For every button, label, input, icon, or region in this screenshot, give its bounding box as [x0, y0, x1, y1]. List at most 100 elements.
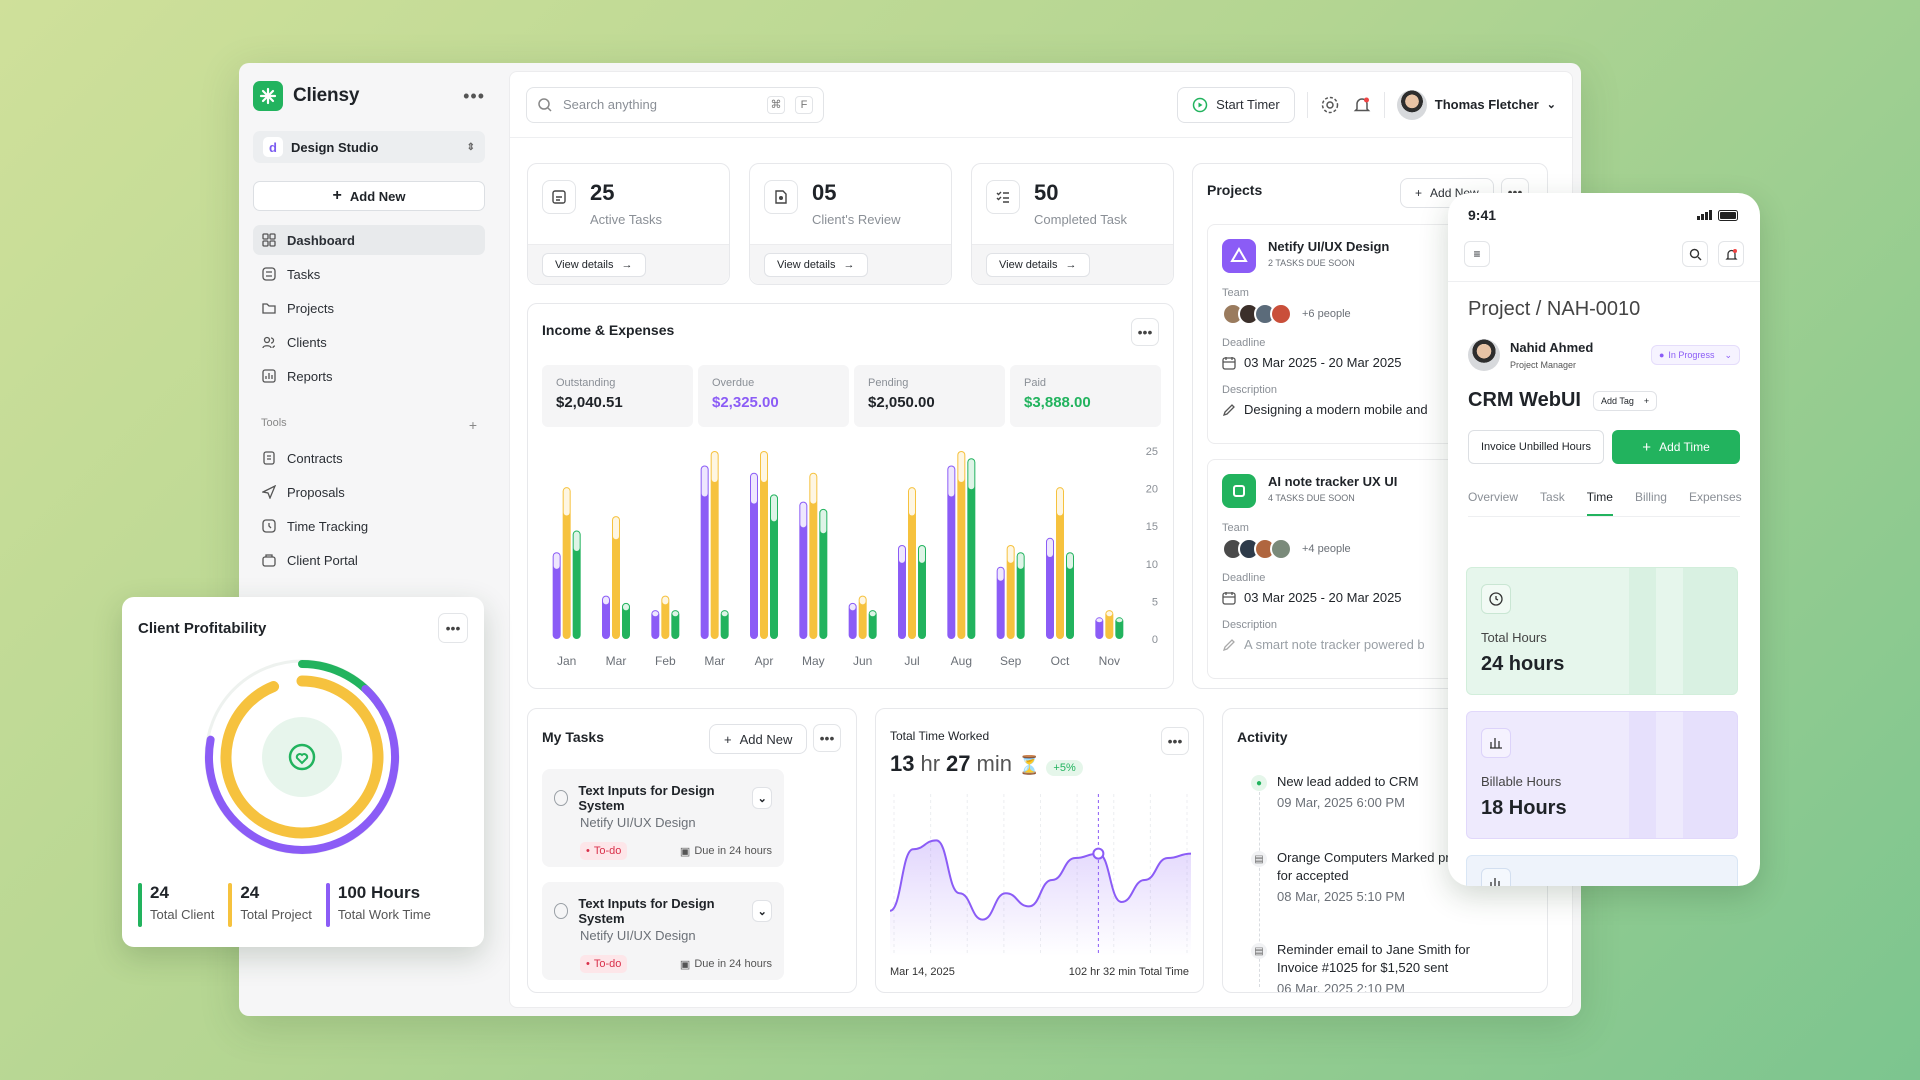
activity-time: 08 Mar, 2025 5:10 PM: [1277, 889, 1405, 904]
activity-time: 09 Mar, 2025 6:00 PM: [1277, 795, 1405, 810]
avatar: [1396, 89, 1427, 120]
calendar-icon: [1222, 591, 1236, 605]
bar: [671, 610, 680, 639]
sidebar-item-clients[interactable]: Clients: [253, 327, 485, 357]
team-label: Team: [1222, 287, 1249, 299]
bar-cap: [899, 546, 905, 563]
bar: [612, 516, 620, 639]
tab-expenses[interactable]: Expenses: [1688, 490, 1742, 504]
view-details-button[interactable]: View details →: [764, 253, 868, 277]
task-item[interactable]: Text Inputs for Design System ⌄ Netify UI…: [542, 769, 784, 867]
chevron-down-icon[interactable]: ⌄: [752, 787, 772, 809]
stat-card-active-tasks: 25 Active Tasks View details →: [527, 163, 730, 285]
bar-chart-icon: [1481, 868, 1511, 886]
stat-label: Total Client: [150, 907, 215, 922]
user-menu[interactable]: Thomas Fletcher ⌄: [1396, 89, 1556, 120]
bar-cap: [1007, 546, 1014, 563]
x-tick-label: Feb: [655, 654, 676, 668]
avatar: [1270, 538, 1292, 560]
add-time-button[interactable]: + Add Time: [1612, 430, 1740, 464]
income-bar-chart: 25 20 15 10 5 0 Jan Mar Feb Mar Apr May Jun Jul Aug Sep…: [552, 446, 1158, 668]
sidebar-item-dashboard[interactable]: Dashboard: [253, 225, 485, 255]
shield-heart-icon: [284, 739, 320, 775]
tab-billing[interactable]: Billing: [1634, 490, 1667, 504]
sidebar-item-reports[interactable]: Reports: [253, 361, 485, 391]
search-input[interactable]: Search anything ⌘ F: [526, 86, 824, 123]
sidebar-item-contracts[interactable]: Contracts: [253, 443, 485, 473]
more-options-icon[interactable]: •••: [463, 85, 485, 106]
more-menu-button[interactable]: •••: [813, 724, 841, 752]
bar-cap: [652, 611, 659, 617]
portal-icon: [261, 552, 277, 568]
add-tool-icon[interactable]: +: [468, 417, 477, 433]
tab-task[interactable]: Task: [1540, 490, 1565, 504]
more-menu-button[interactable]: •••: [1131, 318, 1159, 346]
bar-cap: [751, 473, 757, 504]
proposal-icon: ▤: [1251, 851, 1267, 867]
document-icon: [261, 450, 277, 466]
line-area: [890, 840, 1191, 956]
start-timer-button[interactable]: Start Timer: [1177, 86, 1295, 123]
minutes-value: 27: [946, 751, 971, 776]
workspace-switcher[interactable]: d Design Studio ⇕: [253, 131, 485, 163]
more-menu-button[interactable]: •••: [1161, 727, 1189, 755]
status-text: In Progress: [1668, 350, 1715, 360]
arrow-right-icon: →: [1065, 259, 1077, 271]
task-item[interactable]: Text Inputs for Design System ⌄ Netify UI…: [542, 882, 784, 980]
legend-bar: [138, 883, 142, 927]
grid-icon: [261, 232, 277, 248]
description-label: Description: [1222, 384, 1278, 396]
bar-cap: [1116, 618, 1123, 623]
status-badge: • To-do: [580, 955, 628, 973]
task-checkbox[interactable]: [554, 790, 569, 806]
invoice-unbilled-button[interactable]: Invoice Unbilled Hours: [1468, 430, 1605, 464]
metric-pending: Pending $2,050.00: [854, 365, 1005, 427]
bar-cap: [1106, 611, 1113, 617]
tab-overview[interactable]: Overview: [1468, 490, 1519, 504]
cliensy-logo-icon: [253, 81, 283, 111]
activity-item: ● New lead added to CRM 09 Mar, 2025 6:00…: [1251, 773, 1491, 810]
chevron-down-icon: ⌄: [1724, 349, 1732, 360]
gear-icon[interactable]: [1320, 95, 1340, 115]
description-label: Description: [1222, 619, 1278, 631]
sidebar-item-tasks[interactable]: Tasks: [253, 259, 485, 289]
add-tag-button[interactable]: Add Tag +: [1592, 390, 1658, 411]
shortcut-key-cmd: ⌘: [767, 95, 785, 114]
view-details-button[interactable]: View details →: [986, 253, 1090, 277]
bell-icon[interactable]: [1718, 241, 1744, 267]
more-menu-button[interactable]: •••: [438, 613, 468, 643]
task-checkbox[interactable]: [554, 903, 569, 919]
activity-text: New lead added to CRM: [1277, 774, 1419, 789]
add-new-button[interactable]: + Add New: [253, 181, 485, 211]
manager-role: Project Manager: [1510, 360, 1577, 370]
task-title: Text Inputs for Design System: [578, 783, 715, 813]
search-icon[interactable]: [1682, 241, 1708, 267]
sidebar-item-time-tracking[interactable]: Time Tracking: [253, 511, 485, 541]
bar: [848, 602, 857, 639]
sidebar-item-proposals[interactable]: Proposals: [253, 477, 485, 507]
sidebar-item-projects[interactable]: Projects: [253, 293, 485, 323]
chevron-down-icon[interactable]: ⌄: [752, 900, 772, 922]
sidebar-item-client-portal[interactable]: Client Portal: [253, 545, 485, 575]
view-details-button[interactable]: View details →: [542, 253, 646, 277]
tab-time[interactable]: Time: [1586, 490, 1613, 516]
bar-cap: [1096, 618, 1103, 623]
tools-header: Tools +: [253, 417, 485, 433]
bar-cap: [1067, 553, 1073, 569]
project-item[interactable]: AI note tracker UX UI 4 TASKS DUE SOON Te…: [1207, 459, 1537, 679]
activity-text: Reminder email to Jane Smith for Invoice…: [1277, 942, 1470, 975]
stat-card-client-review: 05 Client's Review View details →: [749, 163, 952, 285]
projects-title: Projects: [1207, 182, 1263, 198]
plus-icon: +: [1643, 395, 1650, 406]
add-task-button[interactable]: + Add New: [709, 724, 808, 754]
time-title: Total Time Worked: [890, 729, 990, 743]
x-tick-label: Oct: [1051, 654, 1070, 668]
metric-paid: Paid $3,888.00: [1010, 365, 1161, 427]
project-item[interactable]: Netify UI/UX Design 2 TASKS DUE SOON Team…: [1207, 224, 1537, 444]
main-content: Search anything ⌘ F Start Timer Thomas F…: [509, 71, 1573, 1008]
hamburger-menu-icon[interactable]: ≡: [1464, 241, 1490, 267]
stat-label: Total Work Time: [337, 907, 431, 922]
bell-icon[interactable]: [1352, 95, 1372, 115]
status-dropdown[interactable]: ● In Progress ⌄: [1650, 345, 1740, 365]
clock-icon: [1481, 584, 1511, 614]
